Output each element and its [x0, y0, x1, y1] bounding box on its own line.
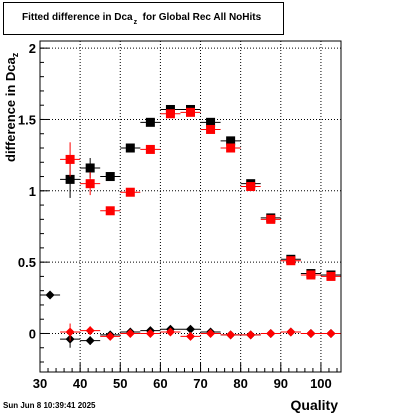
y-axis-label-main: difference in Dca [3, 57, 18, 162]
plot-area [40, 41, 341, 372]
x-tick-label: 90 [274, 376, 288, 391]
x-tick-label: 80 [233, 376, 247, 391]
data-point [125, 328, 135, 338]
data-point [85, 179, 95, 189]
data-point [306, 270, 316, 280]
data-point [206, 124, 216, 134]
y-tick-label: 0 [29, 326, 36, 341]
chart-title-sub: z [133, 19, 138, 26]
y-axis-label-sub: z [10, 52, 20, 58]
data-point [45, 290, 55, 300]
y-tick-label: 1 [29, 184, 36, 199]
data-point [206, 328, 216, 338]
data-point [105, 172, 115, 182]
plot-frame [39, 40, 342, 373]
y-tick-label: 2 [29, 41, 36, 56]
data-point [65, 327, 75, 337]
data-point [145, 117, 155, 127]
x-tick-label: 50 [113, 376, 127, 391]
data-point [145, 328, 155, 338]
data-point [206, 117, 216, 127]
data-point [105, 331, 115, 341]
chart-title: Fitted difference in Dcaz for Global Rec… [22, 12, 261, 26]
data-point [186, 324, 195, 334]
data-point [105, 206, 115, 216]
x-tick-label: 40 [73, 376, 87, 391]
datestamp: Sun Jun 8 10:39:41 2025 [3, 401, 96, 410]
data-point [226, 136, 236, 146]
data-point [266, 214, 276, 224]
data-point [186, 107, 195, 117]
data-point [186, 331, 195, 341]
data-point [226, 330, 236, 340]
x-axis-label: Quality [290, 397, 338, 413]
x-tick-label: 30 [33, 376, 47, 391]
data-point [306, 328, 316, 338]
data-point [226, 143, 236, 153]
chart-title-rest: for Global Rec All NoHits [142, 12, 262, 23]
x-tick-label: 60 [153, 376, 167, 391]
data-point [125, 143, 135, 153]
data-point [65, 154, 75, 164]
x-tick-label: 70 [193, 376, 207, 391]
data-point [286, 327, 296, 337]
chart-title-box: Fitted difference in Dcaz for Global Rec… [3, 2, 284, 35]
data-point [246, 182, 256, 192]
x-tick-label: 100 [310, 376, 332, 391]
chart-title-main: Fitted difference in Dca [22, 12, 133, 23]
data-point [286, 256, 296, 266]
data-point [326, 328, 336, 338]
data-point [85, 326, 95, 336]
data-point [65, 174, 75, 184]
data-point [85, 163, 95, 173]
data-point [246, 330, 256, 340]
data-point [165, 327, 175, 337]
data-point [266, 328, 276, 338]
data-point [85, 336, 95, 346]
data-point [326, 271, 336, 281]
data-point [165, 109, 175, 119]
y-tick-label: 1.5 [18, 112, 36, 127]
data-point [125, 187, 135, 197]
data-point [145, 144, 155, 154]
y-tick-label: 0.5 [18, 255, 36, 270]
